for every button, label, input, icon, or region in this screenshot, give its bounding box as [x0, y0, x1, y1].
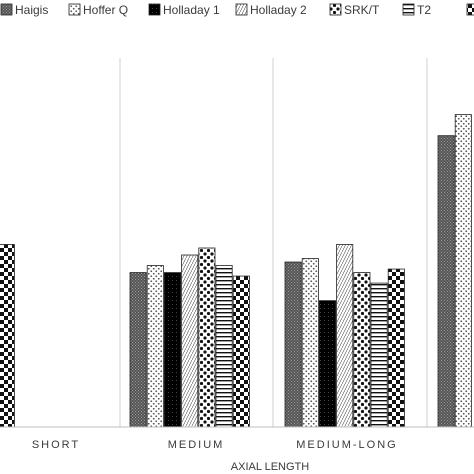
- legend-item: [466, 3, 474, 16]
- legend: Haigis Hoffer Q Holladay 1 Holladay 2 SRK/T T…: [0, 3, 474, 17]
- bar-holladay-1-medium-long: [318, 300, 336, 428]
- bar-hoffer-q-medium-long: [301, 258, 319, 428]
- bar-holladay-1-medium: [163, 272, 181, 428]
- bar-haigis-medium: [129, 272, 147, 428]
- legend-item: SRK/T: [329, 3, 380, 17]
- bar-hoffer-q-group-4: [454, 114, 472, 428]
- bar-srk-t-medium-long: [353, 272, 371, 428]
- bar-series-7-medium: [232, 275, 250, 428]
- legend-item: T2: [402, 3, 431, 17]
- legend-label: Holladay 2: [250, 3, 307, 17]
- bar-holladay-2-medium-long: [336, 244, 354, 428]
- legend-item: Holladay 2: [235, 3, 307, 17]
- x-axis-title: AXIAL LENGTH: [231, 461, 310, 473]
- bar-t2-medium: [215, 265, 233, 428]
- legend-swatch: [235, 3, 248, 16]
- bar-hoffer-q-medium: [146, 265, 164, 428]
- bar-series-7-short: [0, 244, 15, 428]
- category-label: MEDIUM-LONG: [296, 439, 397, 451]
- legend-label: Hoffer Q: [83, 3, 128, 17]
- bar-haigis-medium-long: [284, 261, 302, 428]
- legend-label: SRK/T: [344, 3, 380, 17]
- legend-item: Holladay 1: [148, 3, 220, 17]
- category-label: MEDIUM: [168, 439, 225, 451]
- bar-t2-medium-long: [370, 282, 388, 428]
- bar-srk-t-medium: [198, 247, 216, 428]
- legend-swatch: [148, 3, 161, 16]
- legend-swatch: [329, 3, 342, 16]
- bars: [0, 114, 472, 428]
- bar-holladay-2-medium: [181, 254, 199, 428]
- category-separators: [119, 58, 428, 427]
- legend-swatch: [68, 3, 81, 16]
- legend-item: Hoffer Q: [68, 3, 128, 17]
- bar-series-7-medium-long: [387, 268, 405, 428]
- legend-swatch: [402, 3, 415, 16]
- category-label: SHORT: [32, 439, 80, 451]
- legend-item: Haigis: [0, 3, 48, 17]
- legend-label: T2: [417, 3, 431, 17]
- category-labels: SHORT MEDIUM MEDIUM-LONG: [32, 439, 397, 451]
- legend-label: Haigis: [15, 3, 48, 17]
- legend-label: Holladay 1: [163, 3, 220, 17]
- bar-haigis-group-4: [437, 135, 455, 428]
- legend-swatch: [0, 3, 13, 16]
- legend-swatch: [466, 3, 474, 16]
